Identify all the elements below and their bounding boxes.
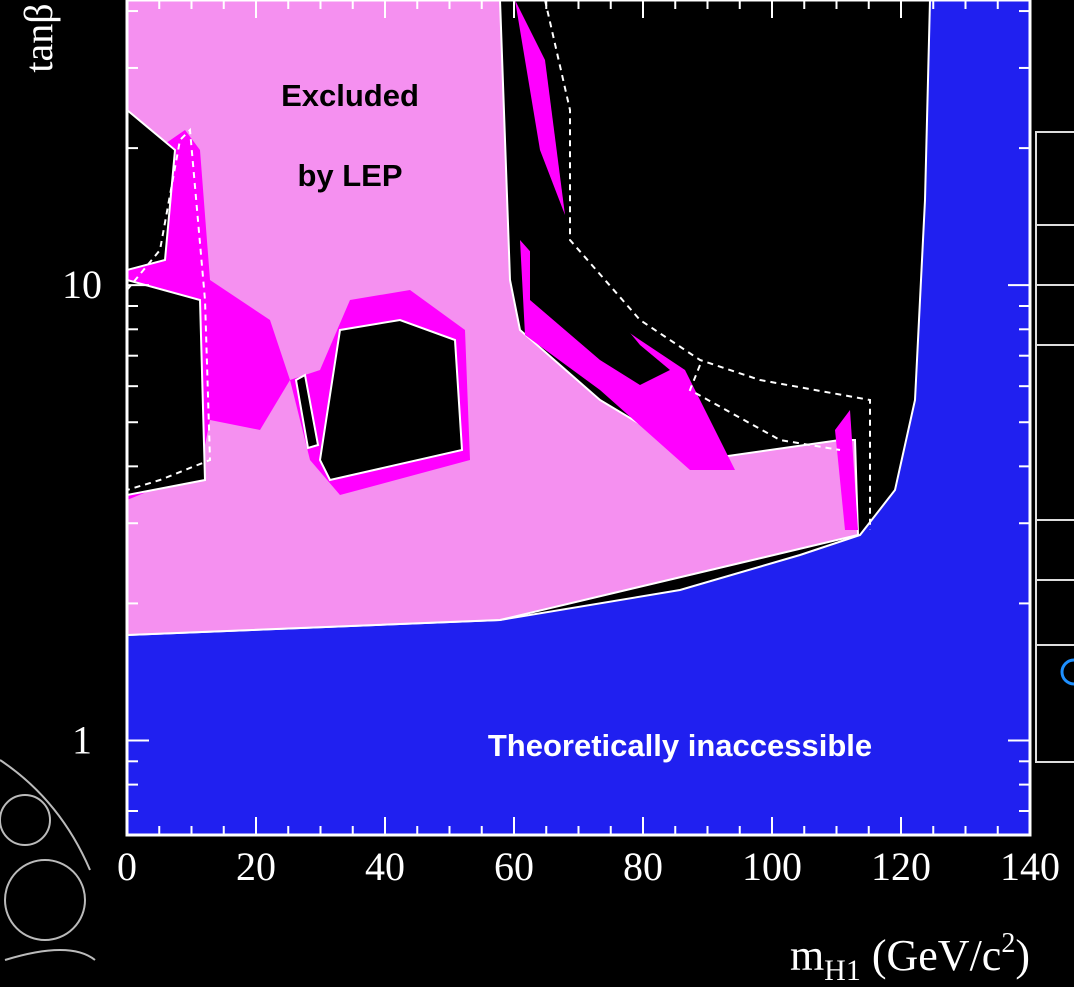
x-label-part: ) [1015,931,1030,980]
x-tick-label: 80 [623,844,663,889]
x-label-part: H1 [824,954,861,982]
y-tick-label: 1 [72,717,92,762]
x-tick-label: 140 [1000,844,1060,889]
annotation: Excluded [281,78,419,113]
x-tick-label: 20 [236,844,276,889]
x-tick-label: 0 [117,844,137,889]
chart: Excluded by LEP Theoretically inaccessib… [0,0,1074,982]
allowed-region [127,280,205,495]
x-label-part: m [790,931,824,980]
y-tick-label: 10 [62,262,102,307]
x-tick-label: 60 [494,844,534,889]
annotation: by LEP [297,158,402,193]
annotation: Theoretically inaccessible [488,728,872,763]
x-tick-label: 100 [742,844,802,889]
x-tick-label: 40 [365,844,405,889]
y-axis-label: tanβ [16,3,61,72]
x-label-part: (GeV/c [861,931,1002,980]
x-label-part: 2 [1001,928,1015,959]
x-tick-label: 120 [871,844,931,889]
